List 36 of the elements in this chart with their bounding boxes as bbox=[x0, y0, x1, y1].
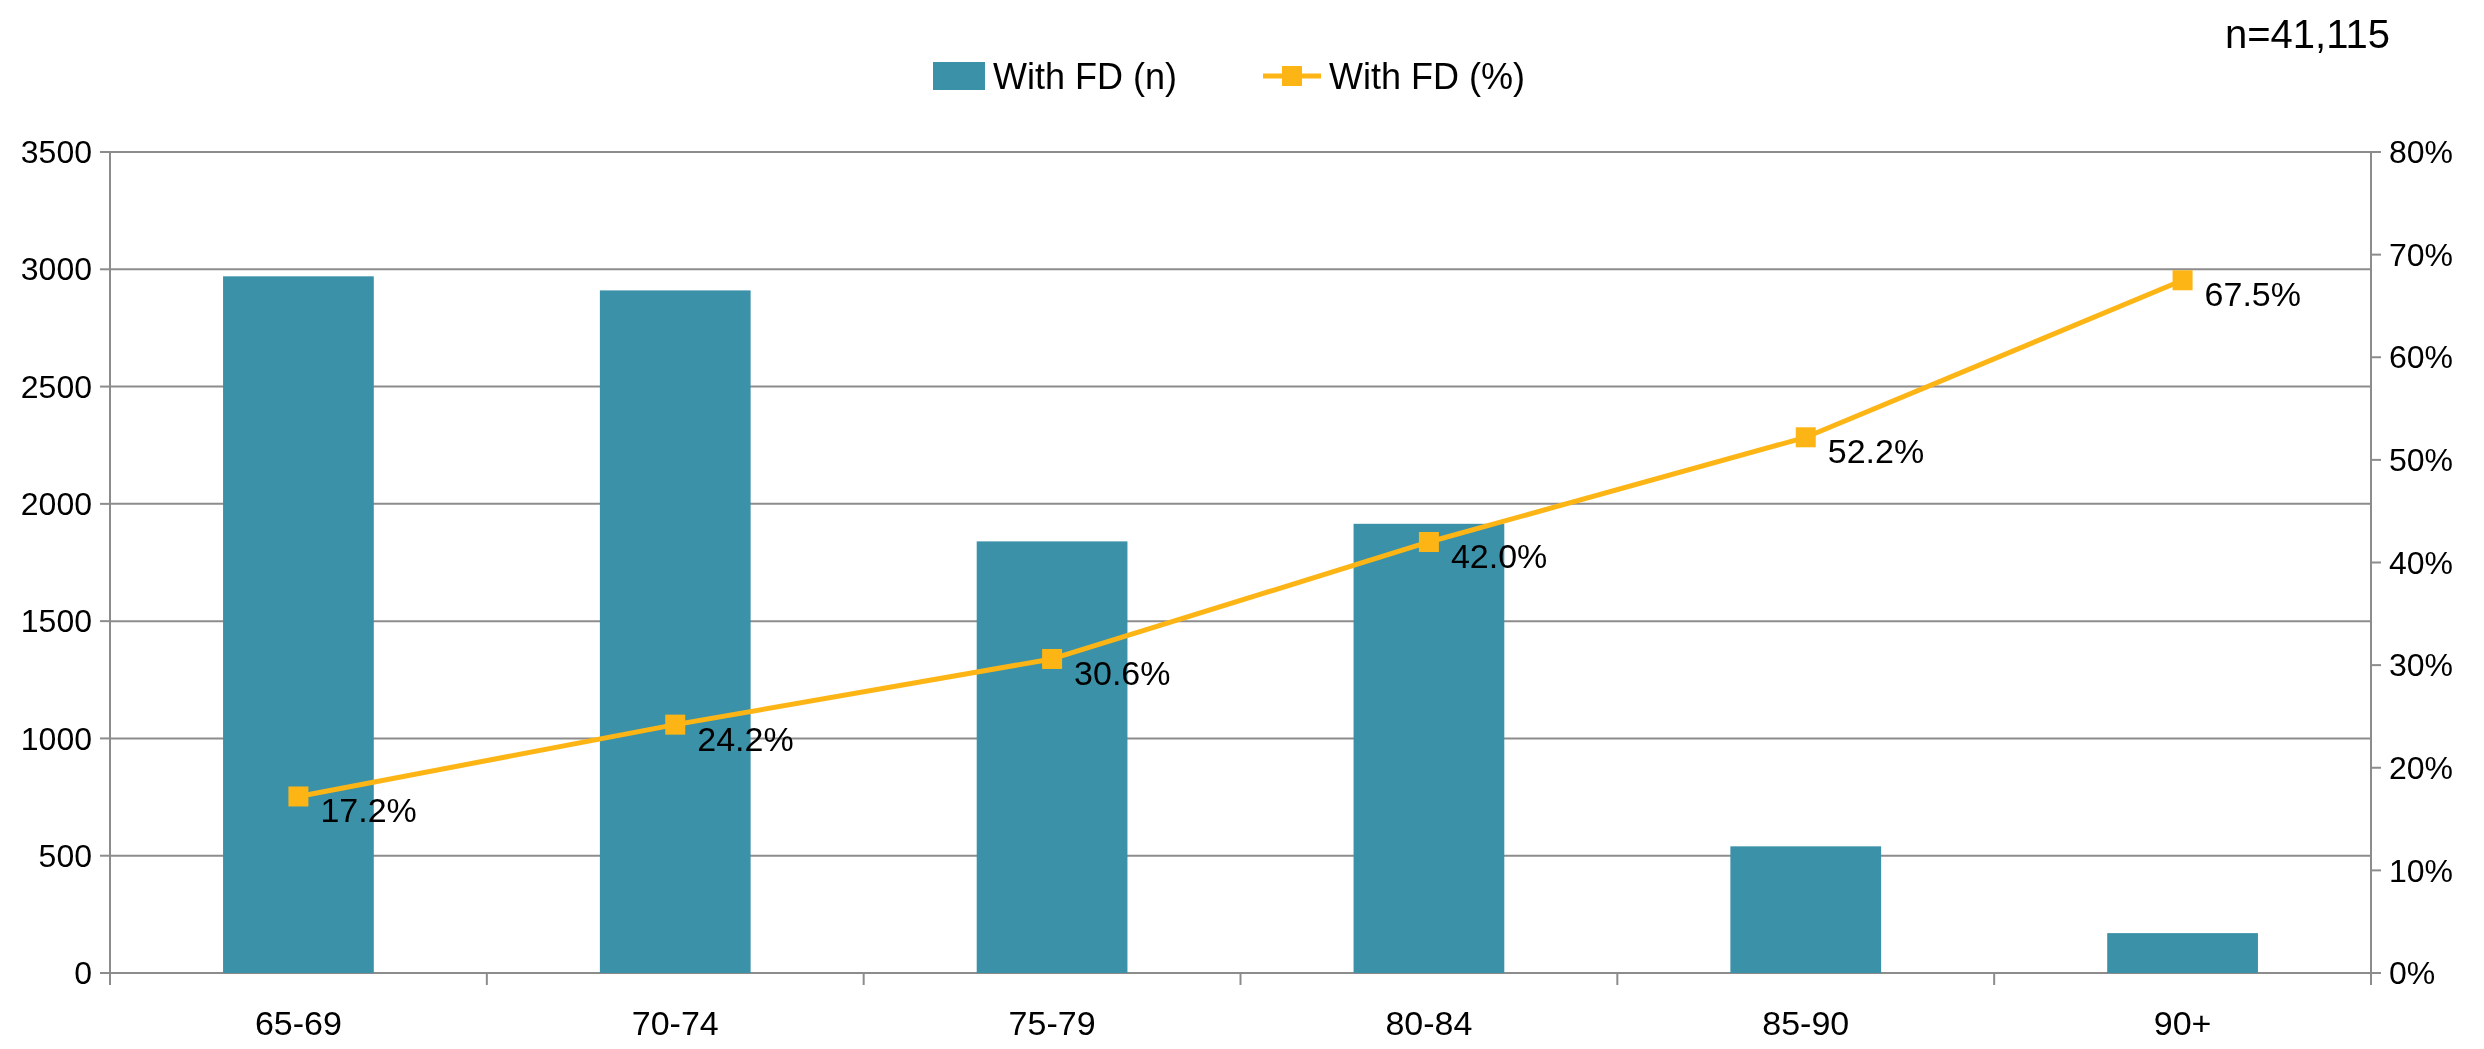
text: n=41,115 bbox=[2225, 12, 2390, 56]
legend-label: With FD (%) bbox=[1329, 55, 1525, 97]
bar bbox=[2107, 933, 2258, 973]
bar bbox=[1730, 846, 1882, 973]
x-tick-label: 65-69 bbox=[254, 1003, 342, 1042]
y2-tick-label: 70% bbox=[2389, 236, 2454, 273]
y-tick-label: 3000 bbox=[20, 251, 92, 288]
x-tick-label: 90+ bbox=[2153, 1003, 2212, 1042]
legend-label: With FD (n) bbox=[993, 55, 1177, 97]
y-tick-label: 2500 bbox=[20, 368, 92, 405]
y-tick-label: 1500 bbox=[20, 603, 92, 640]
y2-tick-label: 10% bbox=[2389, 852, 2454, 889]
point bbox=[1042, 648, 1063, 669]
point bbox=[665, 714, 686, 735]
x-tick-label: 70-74 bbox=[631, 1003, 719, 1042]
data-label: 52.2% bbox=[1827, 432, 1925, 471]
data-label: 67.5% bbox=[2204, 275, 2301, 314]
y-tick-label: 2000 bbox=[20, 486, 92, 523]
y-tick-label: 500 bbox=[38, 837, 92, 874]
x-tick-label: 75-79 bbox=[1008, 1003, 1096, 1042]
point bbox=[288, 786, 309, 807]
y2-tick-label: 60% bbox=[2389, 339, 2454, 376]
y-tick-label: 0 bbox=[74, 955, 92, 992]
y2-tick-label: 80% bbox=[2389, 134, 2454, 171]
y2-tick-label: 50% bbox=[2389, 442, 2454, 479]
y-tick-label: 1000 bbox=[20, 720, 92, 757]
y-tick-label: 3500 bbox=[20, 134, 92, 171]
point bbox=[1418, 531, 1439, 552]
point bbox=[1795, 427, 1816, 448]
x-tick-label: 85-90 bbox=[1762, 1003, 1850, 1042]
y2-tick-label: 40% bbox=[2389, 544, 2454, 581]
point bbox=[2172, 270, 2193, 291]
y2-tick-label: 20% bbox=[2389, 749, 2454, 786]
y2-tick-label: 0% bbox=[2389, 955, 2436, 992]
y2-tick-label: 30% bbox=[2389, 647, 2454, 684]
x-tick-label: 80-84 bbox=[1385, 1003, 1473, 1042]
